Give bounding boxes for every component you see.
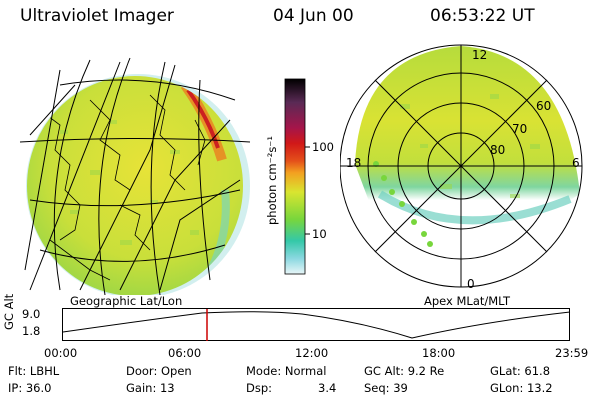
orbit-xtick-1800: 18:00 xyxy=(422,346,456,360)
info-seq: Seq: 39 xyxy=(364,381,408,395)
info-glat: GLat: 61.8 xyxy=(490,364,551,378)
orbit-xtick-1200: 12:00 xyxy=(295,346,329,360)
geo-panel-label: Geographic Lat/Lon xyxy=(70,294,183,308)
oval-edge-dots xyxy=(373,161,433,247)
polar-image: 12 18 6 0 60 70 80 xyxy=(340,44,583,291)
colorbar-label: photon cm⁻²s⁻¹ xyxy=(265,136,279,225)
auroral-arc-core xyxy=(186,88,220,149)
mlat-label-80: 80 xyxy=(490,143,505,157)
info-gain: Gain: 13 xyxy=(126,381,175,395)
polar-panel-label: Apex MLat/MLT xyxy=(424,294,511,308)
info-flt: Flt: LBHL xyxy=(8,364,60,378)
info-gcalt: GC Alt: 9.2 Re xyxy=(364,364,445,378)
app-title: Ultraviolet Imager xyxy=(20,6,174,26)
orbit-ylabel: GC Alt xyxy=(2,293,16,330)
info-ip: IP: 36.0 xyxy=(8,381,52,395)
info-dsp-label: Dsp: xyxy=(246,381,273,395)
orbit-altitude-curve xyxy=(62,311,571,339)
geographic-image xyxy=(19,57,251,295)
mlat-label-70: 70 xyxy=(512,122,527,136)
orbit-xtick-0600: 06:00 xyxy=(168,346,202,360)
colorbar: photon cm⁻²s⁻¹ xyxy=(265,78,310,275)
date-label: 04 Jun 00 xyxy=(273,6,354,26)
colorbar-tick-100: 100 xyxy=(312,140,334,154)
info-door: Door: Open xyxy=(126,364,192,378)
orbit-xtick-2359: 23:59 xyxy=(555,346,589,360)
orbit-xtick-0000: 00:00 xyxy=(44,346,78,360)
mlt-label-18: 18 xyxy=(346,156,361,170)
auroral-oval-fill xyxy=(355,46,580,234)
mlt-label-6: 6 xyxy=(572,156,580,170)
mlat-label-60: 60 xyxy=(536,99,551,113)
orbit-ytick-low: 1.8 xyxy=(22,324,41,338)
polar-grid xyxy=(340,44,583,288)
mlt-label-12: 12 xyxy=(472,48,487,62)
time-label: 06:53:22 UT xyxy=(430,6,535,26)
info-mode: Mode: Normal xyxy=(246,364,327,378)
info-dsp-value: 3.4 xyxy=(318,381,337,395)
orbit-altitude-plot xyxy=(62,308,571,341)
latlon-grid xyxy=(19,57,251,295)
orbit-ytick-high: 9.0 xyxy=(22,307,41,321)
orbit-plot-frame xyxy=(62,308,570,341)
info-glon: GLon: 13.2 xyxy=(490,381,553,395)
mlt-label-0: 0 xyxy=(467,277,475,291)
colorbar-tick-10: 10 xyxy=(312,227,327,241)
colorbar-gradient xyxy=(284,78,306,275)
